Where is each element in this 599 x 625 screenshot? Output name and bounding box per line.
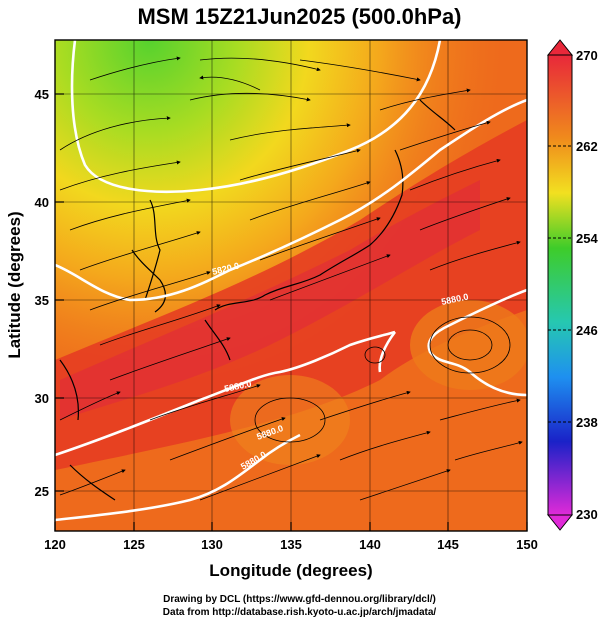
x-tick-label: 125 (123, 537, 145, 552)
coastlines (59, 99, 456, 501)
map-title: MSM 15Z21Jun2025 (500.0hPa) (137, 4, 462, 29)
x-tick-label: 150 (516, 537, 538, 552)
x-tick-label: 135 (280, 537, 302, 552)
x-tick-label: 145 (437, 537, 459, 552)
credit-line-data: Data from http://database.rish.kyoto-u.a… (162, 607, 437, 618)
y-tick-label: 35 (35, 293, 49, 308)
height-contours (55, 40, 527, 522)
y-tick-label: 40 (35, 195, 49, 210)
colorbar-label: 270 (576, 48, 598, 63)
credit-line-dcl: Drawing by DCL (https://www.gfd-dennou.o… (163, 594, 436, 605)
y-ticks (55, 93, 64, 492)
y-tick-label: 30 (35, 391, 49, 406)
colorbar-label: 230 (576, 507, 598, 522)
y-tick-label: 25 (35, 484, 49, 499)
x-ticks (54, 522, 528, 531)
streamlines (59, 56, 523, 501)
y-axis-title: Latitude (degrees) (5, 211, 24, 358)
x-tick-label: 120 (44, 537, 66, 552)
anticyclone-streamlines (254, 316, 511, 443)
colorbar-label: 254 (576, 231, 598, 246)
x-tick-label: 130 (201, 537, 223, 552)
colorbar-label: 238 (576, 415, 598, 430)
colorbar-label: 262 (576, 139, 598, 154)
temperature-field: 5820.0 5880.0 5880.0 5880.0 5880.0 (55, 40, 527, 531)
colorbar (546, 39, 574, 531)
colorbar-label: 246 (576, 323, 598, 338)
y-tick-label: 45 (35, 87, 49, 102)
x-tick-label: 140 (359, 537, 381, 552)
x-axis-title: Longitude (degrees) (209, 561, 372, 580)
